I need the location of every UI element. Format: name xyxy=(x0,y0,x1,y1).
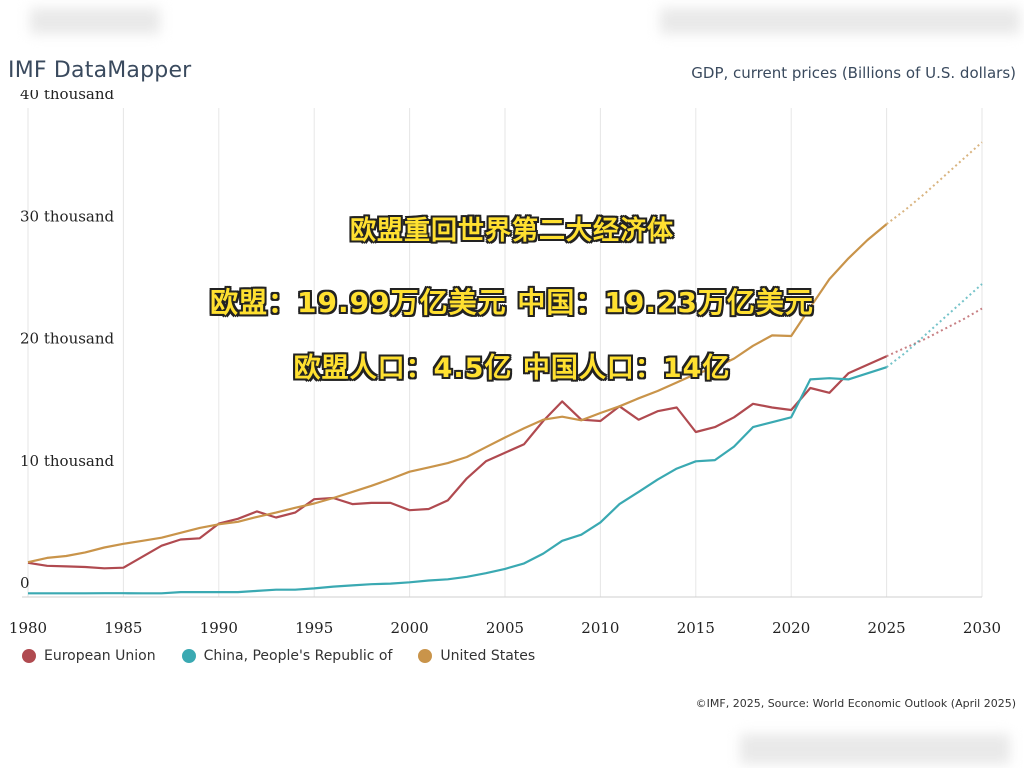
y-tick-label: 20 thousand xyxy=(20,330,115,348)
legend-item-us[interactable]: United States xyxy=(418,648,535,664)
x-tick-label: 2025 xyxy=(868,619,906,637)
overlay-headline: 欧盟重回世界第二大经济体 xyxy=(349,216,674,246)
legend-dot-eu xyxy=(22,649,36,663)
grid-lines xyxy=(22,108,983,598)
series-line-us[interactable] xyxy=(27,223,888,564)
series-line-eu[interactable] xyxy=(27,355,888,570)
legend-dot-china xyxy=(181,649,196,663)
y-tick-label: 0 xyxy=(20,574,30,592)
x-tick-label: 2015 xyxy=(677,619,715,637)
y-tick-label: 10 thousand xyxy=(20,452,115,470)
x-tick-label: 1980 xyxy=(9,619,47,637)
legend-item-china[interactable]: China, People's Republic of xyxy=(181,648,393,664)
y-tick-label: 40 thousand xyxy=(20,90,115,103)
y-tick-label: 30 thousand xyxy=(20,207,115,225)
legend-label-eu: European Union xyxy=(44,648,156,664)
series-projection-china xyxy=(885,283,983,368)
legend-dot-us xyxy=(418,649,433,663)
series-lines xyxy=(27,141,983,595)
overlay-population-comparison: 欧盟人口：4.5亿 中国人口：14亿 xyxy=(293,353,731,384)
x-tick-label: 1990 xyxy=(200,619,238,637)
x-tick-label: 2010 xyxy=(581,619,619,637)
chart-title: GDP, current prices (Billions of U.S. do… xyxy=(691,64,1016,82)
legend-item-eu[interactable]: European Union xyxy=(22,648,156,664)
brand-title: IMF DataMapper xyxy=(8,58,192,83)
blurred-footer-right xyxy=(740,734,1010,764)
overlay-gdp-comparison: 欧盟：19.99万亿美元 中国：19.23万亿美元 xyxy=(210,286,814,319)
axis-ticks: 1980 1985 1990 1995 2000 2005 2010 2015 2020 2025… xyxy=(9,90,1001,637)
source-note: ©IMF, 2025, Source: World Economic Outlo… xyxy=(695,697,1016,710)
x-tick-label: 2000 xyxy=(391,619,429,637)
legend-label-china: China, People's Republic of xyxy=(203,648,393,664)
blurred-header-left xyxy=(30,8,160,34)
x-tick-label: 2005 xyxy=(486,619,524,637)
chart-legend: European Union China, People's Republic … xyxy=(22,648,535,664)
x-tick-label: 1985 xyxy=(104,619,142,637)
x-tick-label: 1995 xyxy=(295,619,333,637)
legend-label-us: United States xyxy=(440,648,536,664)
series-projection-us xyxy=(885,141,983,225)
gdp-line-chart: 1980 1985 1990 1995 2000 2005 2010 2015 2020 2025… xyxy=(9,90,1001,637)
series-line-china[interactable] xyxy=(28,366,887,595)
blurred-header-right xyxy=(660,8,1020,34)
x-tick-label: 2030 xyxy=(963,619,1001,637)
x-tick-label: 2020 xyxy=(772,619,810,637)
